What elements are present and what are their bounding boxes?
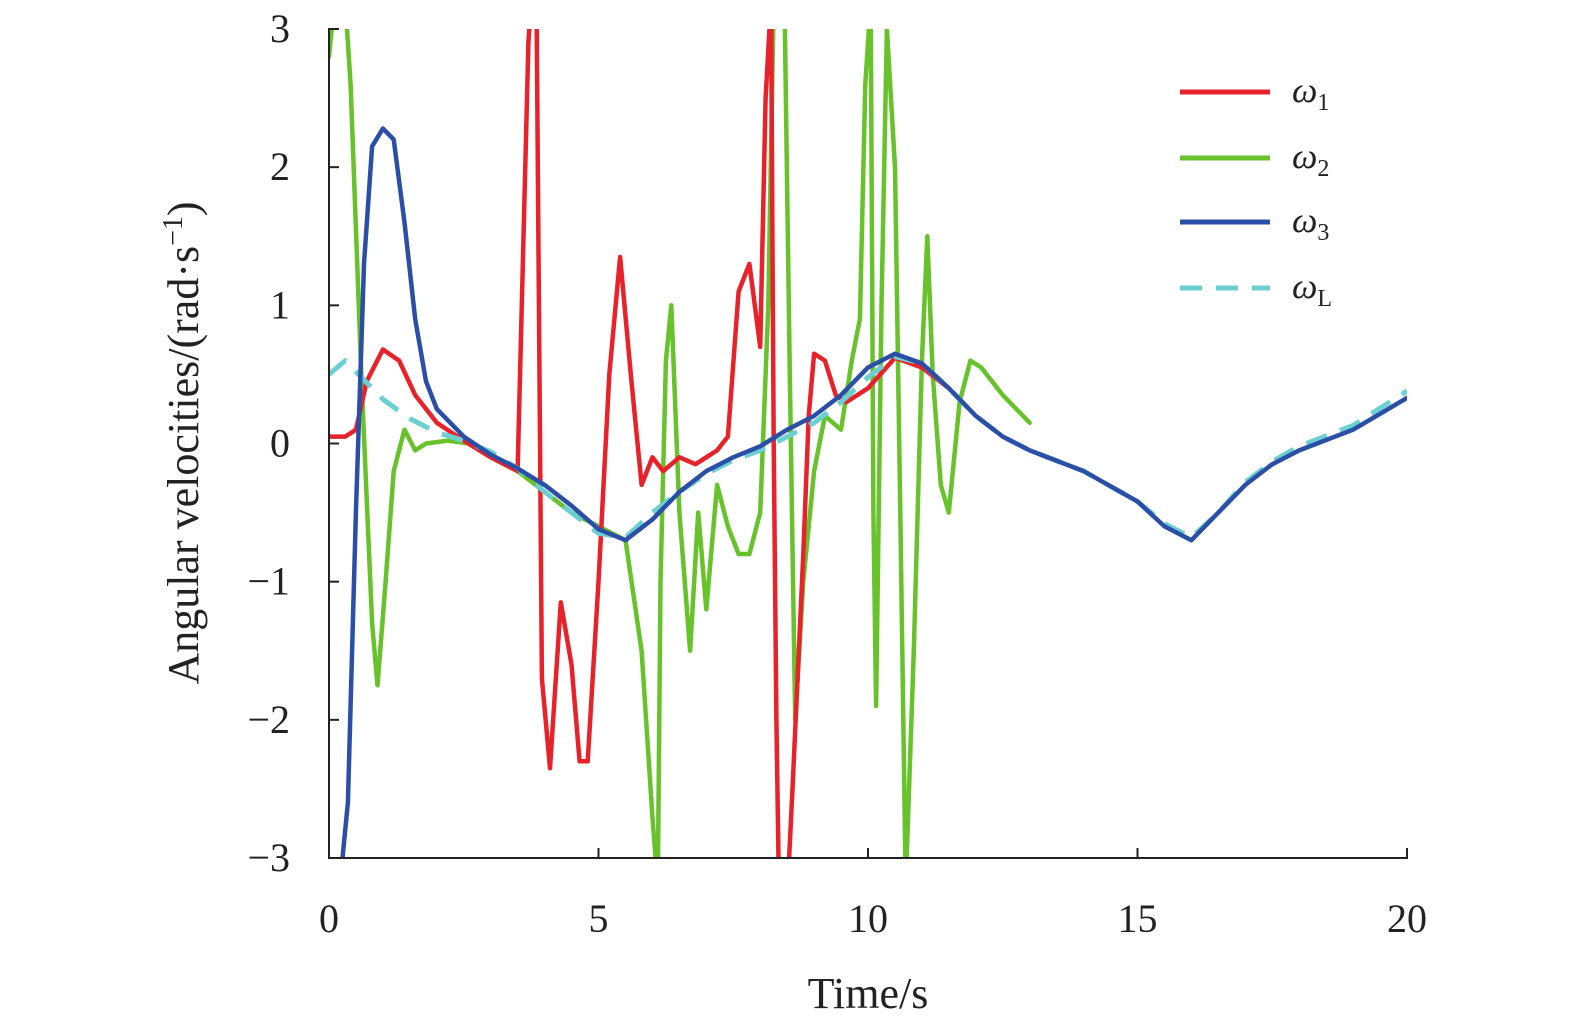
x-tick-label: 15 bbox=[1118, 896, 1158, 941]
y-tick-label: 2 bbox=[270, 144, 290, 189]
legend-label-2: ω2 bbox=[1292, 136, 1329, 182]
x-axis-label: Time/s bbox=[808, 969, 929, 1018]
legend-symbol: ω bbox=[1292, 136, 1317, 176]
y-tick-label: −3 bbox=[247, 835, 290, 880]
x-tick-label: 0 bbox=[319, 896, 339, 941]
series-line-1 bbox=[329, 29, 952, 858]
series-line-l bbox=[329, 354, 1407, 540]
y-tick-label: 3 bbox=[270, 6, 290, 51]
legend-symbol: ω bbox=[1292, 70, 1317, 110]
x-tick-label: 10 bbox=[848, 896, 888, 941]
x-tick-label: 20 bbox=[1387, 896, 1427, 941]
legend-subscript: L bbox=[1317, 286, 1332, 312]
legend-subscript: 3 bbox=[1317, 220, 1329, 246]
axes bbox=[328, 28, 1408, 859]
legend-label-l: ωL bbox=[1292, 266, 1332, 312]
legend-subscript: 1 bbox=[1317, 90, 1329, 116]
y-axis-label-close: ) bbox=[159, 201, 208, 216]
legend-label-1: ω1 bbox=[1292, 70, 1329, 116]
y-axis-label-superscript: −1 bbox=[158, 216, 189, 246]
x-tick-label: 5 bbox=[589, 896, 609, 941]
y-tick-label: −2 bbox=[247, 697, 290, 742]
y-axis-label-main: Angular velocities/(rad·s bbox=[159, 246, 208, 685]
series-line-2 bbox=[329, 29, 1032, 858]
y-tick-label: −1 bbox=[247, 559, 290, 604]
legend-symbol: ω bbox=[1292, 266, 1317, 306]
legend-symbol: ω bbox=[1292, 200, 1317, 240]
y-axis-label: Angular velocities/(rad·s−1) bbox=[158, 201, 208, 684]
y-tick-label: 1 bbox=[270, 282, 290, 327]
tick-layer: 0 5 10 15 20 −3 −2 −1 0 1 2 3 bbox=[247, 6, 1427, 941]
legend-subscript: 2 bbox=[1317, 156, 1329, 182]
legend-label-3: ω3 bbox=[1292, 200, 1329, 246]
series-layer bbox=[329, 29, 1407, 858]
series-line-3 bbox=[340, 126, 1407, 858]
y-tick-label: 0 bbox=[270, 421, 290, 466]
